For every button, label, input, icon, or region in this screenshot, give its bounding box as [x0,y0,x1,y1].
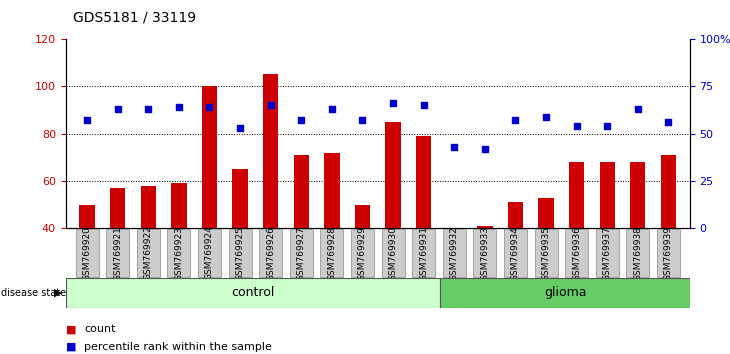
Text: glioma: glioma [544,286,586,299]
FancyBboxPatch shape [198,229,221,277]
Text: GSM769929: GSM769929 [358,225,367,281]
Bar [202,86,217,228]
Point [663,119,675,125]
Bar [599,162,615,228]
Text: GSM769933: GSM769933 [480,225,489,281]
Text: GSM769928: GSM769928 [327,225,337,281]
Point [571,123,583,129]
Text: GSM769923: GSM769923 [174,225,183,281]
Point [112,106,123,112]
Point [540,114,552,119]
Text: GSM769930: GSM769930 [388,225,398,281]
Text: count: count [84,324,115,334]
Bar [508,202,523,228]
Text: GSM769921: GSM769921 [113,225,122,281]
FancyBboxPatch shape [382,229,404,277]
Point [81,118,93,123]
Point [448,144,460,150]
Point [296,118,307,123]
Text: GSM769937: GSM769937 [603,225,612,281]
Text: GSM769935: GSM769935 [542,225,550,281]
Bar [630,162,645,228]
Text: GSM769939: GSM769939 [664,225,673,281]
FancyBboxPatch shape [137,229,160,277]
Bar [477,226,493,228]
Text: GSM769936: GSM769936 [572,225,581,281]
Point [234,125,246,131]
Bar [416,136,431,228]
Bar [110,188,126,228]
FancyBboxPatch shape [626,229,649,277]
Text: GSM769931: GSM769931 [419,225,429,281]
Text: GSM769920: GSM769920 [82,225,92,281]
Text: GSM769932: GSM769932 [450,225,458,281]
FancyBboxPatch shape [596,229,619,277]
Bar [324,153,339,228]
FancyBboxPatch shape [76,229,99,277]
FancyBboxPatch shape [534,229,558,277]
Bar [385,122,401,228]
Text: GSM769927: GSM769927 [297,225,306,281]
Bar [80,205,95,228]
FancyBboxPatch shape [167,229,191,277]
Text: ■: ■ [66,342,76,352]
Point [510,118,521,123]
Point [265,102,277,108]
Point [387,101,399,106]
Bar [569,162,584,228]
Point [326,106,338,112]
FancyBboxPatch shape [443,229,466,277]
FancyBboxPatch shape [290,229,312,277]
Point [602,123,613,129]
Text: GSM769922: GSM769922 [144,226,153,280]
Text: GSM769925: GSM769925 [236,225,245,281]
FancyBboxPatch shape [565,229,588,277]
Bar [232,169,247,228]
Text: control: control [231,286,274,299]
Text: ■: ■ [66,324,76,334]
Point [357,118,369,123]
FancyBboxPatch shape [228,229,252,277]
FancyBboxPatch shape [412,229,435,277]
Bar [172,183,187,228]
Text: ▶: ▶ [54,288,63,298]
FancyBboxPatch shape [66,278,440,308]
Bar [141,186,156,228]
Text: GSM769926: GSM769926 [266,225,275,281]
Text: GSM769924: GSM769924 [205,226,214,280]
FancyBboxPatch shape [440,278,690,308]
Point [142,106,154,112]
Text: GSM769934: GSM769934 [511,225,520,281]
Bar [293,155,309,228]
Point [479,146,491,152]
Point [632,106,644,112]
Text: percentile rank within the sample: percentile rank within the sample [84,342,272,352]
Point [204,104,215,110]
Text: GSM769938: GSM769938 [634,225,642,281]
FancyBboxPatch shape [320,229,343,277]
FancyBboxPatch shape [259,229,283,277]
Bar [539,198,553,228]
FancyBboxPatch shape [473,229,496,277]
Bar [355,205,370,228]
Bar [263,74,278,228]
FancyBboxPatch shape [107,229,129,277]
Text: disease state: disease state [1,288,66,298]
Bar [661,155,676,228]
FancyBboxPatch shape [657,229,680,277]
FancyBboxPatch shape [504,229,527,277]
Text: GDS5181 / 33119: GDS5181 / 33119 [73,11,196,25]
Point [173,104,185,110]
FancyBboxPatch shape [351,229,374,277]
Point [418,102,429,108]
